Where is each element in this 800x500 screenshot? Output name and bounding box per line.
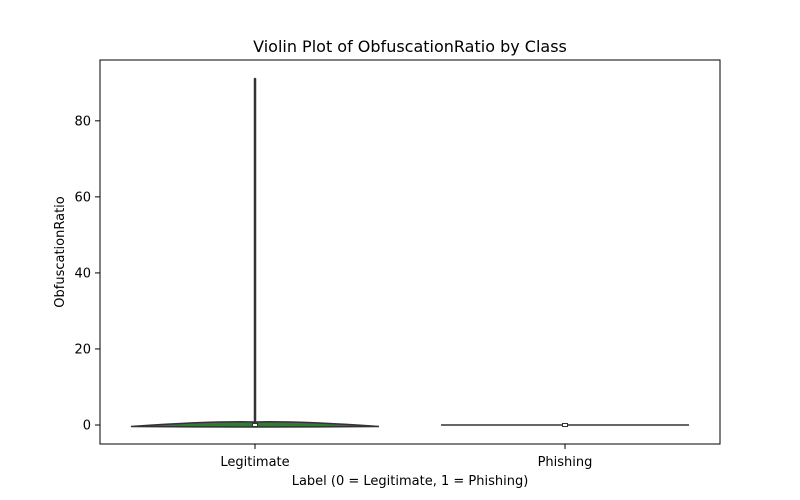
x-tick-label: Legitimate [220,455,289,470]
y-tick-label: 40 [74,266,91,281]
y-axis-ticks: 0 20 40 60 80 [74,114,100,433]
y-tick-label: 60 [74,190,91,205]
chart-title: Violin Plot of ObfuscationRatio by Class [253,37,567,56]
x-axis-ticks: Legitimate Phishing [220,444,592,470]
y-tick-label: 20 [74,342,91,357]
plot-frame [99,59,721,445]
y-tick-label: 80 [74,114,91,129]
y-tick-label: 0 [83,418,91,433]
violin-median-marker [253,423,257,426]
violin-layer [130,77,689,428]
x-tick-label: Phishing [538,455,593,470]
y-axis-label: ObfuscationRatio [53,196,68,308]
x-axis-label: Label (0 = Legitimate, 1 = Phishing) [292,474,529,489]
violin-median-marker [563,423,567,426]
